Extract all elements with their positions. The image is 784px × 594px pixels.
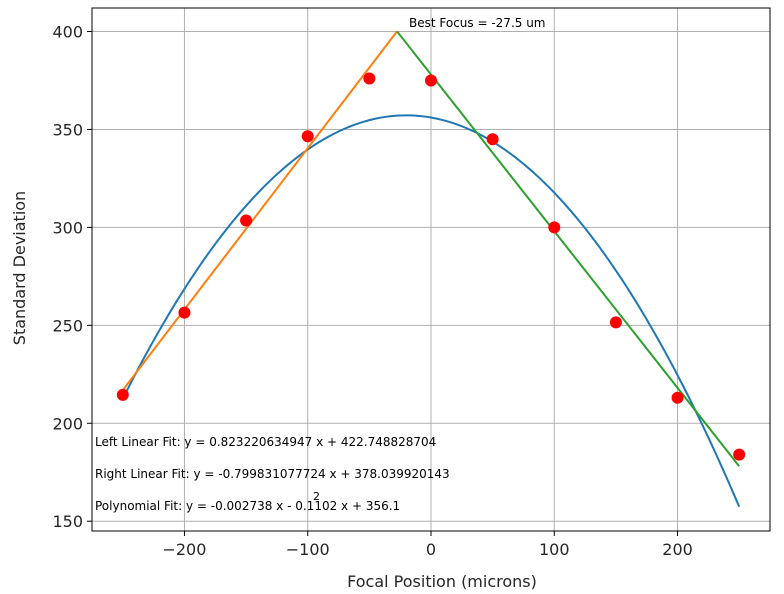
y-tick-label: 300 <box>52 218 83 237</box>
left-linear-fit-line <box>122 30 398 391</box>
data-point <box>486 133 499 146</box>
poly-fit-exponent: 2 <box>313 490 320 503</box>
poly-fit-annotation: Polynomial Fit: y = -0.002738 x - 0.1102… <box>95 499 400 513</box>
plot-area <box>116 30 746 508</box>
x-axis-label: Focal Position (microns) <box>347 572 537 591</box>
x-tick-label: 100 <box>539 540 570 559</box>
data-point <box>301 130 314 143</box>
data-point <box>671 391 684 404</box>
data-point <box>425 74 437 87</box>
y-tick-label: 350 <box>52 120 83 139</box>
x-tick-label: −100 <box>286 540 330 559</box>
polynomial-fit-curve <box>121 114 741 508</box>
grid-lines <box>92 8 770 531</box>
y-tick-label: 200 <box>52 414 83 433</box>
x-tick-label: 0 <box>426 540 436 559</box>
y-axis-label: Standard Deviation <box>10 191 29 345</box>
right-linear-fit-line <box>396 30 740 467</box>
right-fit-annotation: Right Linear Fit: y = -0.799831077724 x … <box>95 467 450 481</box>
data-point <box>733 448 746 461</box>
x-tick-label: −200 <box>162 540 206 559</box>
left-fit-annotation: Left Linear Fit: y = 0.823220634947 x + … <box>95 435 436 449</box>
y-tick-label: 400 <box>52 23 83 42</box>
x-tick-label: 200 <box>662 540 693 559</box>
y-tick-label: 250 <box>52 316 83 335</box>
axis-ticks: −200 −100 0 100 200 150 200 250 300 350 400 <box>52 23 692 559</box>
data-point <box>178 306 191 319</box>
data-point <box>363 72 376 85</box>
data-point <box>116 388 129 401</box>
data-point <box>240 214 253 227</box>
data-point <box>548 221 561 234</box>
y-tick-label: 150 <box>52 512 83 531</box>
best-focus-annotation: Best Focus = -27.5 um <box>409 16 546 30</box>
data-point <box>609 316 622 329</box>
